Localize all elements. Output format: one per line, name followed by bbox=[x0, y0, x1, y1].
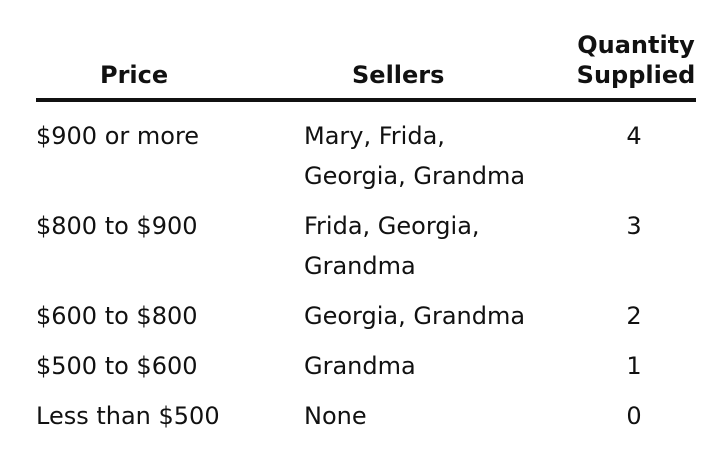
price-cell: $800 to $900 bbox=[36, 212, 198, 240]
quantity-header-line-2: Supplied bbox=[576, 61, 696, 89]
sellers-line: Grandma bbox=[304, 352, 416, 380]
sellers-cell: None bbox=[304, 396, 604, 436]
sellers-line: Mary, Frida, bbox=[304, 122, 445, 150]
quantity-cell: 1 bbox=[626, 352, 642, 380]
table-row: $800 to $900 Frida, Georgia, Grandma 3 bbox=[36, 206, 696, 286]
price-cell: $500 to $600 bbox=[36, 352, 198, 380]
quantity-cell: 3 bbox=[626, 212, 642, 240]
sellers-line: Frida, Georgia, bbox=[304, 212, 480, 240]
quantity-cell: 4 bbox=[626, 122, 642, 150]
price-cell: $600 to $800 bbox=[36, 302, 198, 330]
table-row: $500 to $600 Grandma 1 bbox=[36, 346, 696, 386]
table-body: $900 or more Mary, Frida, Georgia, Grand… bbox=[36, 102, 696, 436]
quantity-column-header: Quantity Supplied bbox=[576, 30, 696, 90]
supply-schedule-table: Price Sellers Quantity Supplied $900 or … bbox=[36, 10, 696, 436]
quantity-cell: 0 bbox=[626, 402, 642, 430]
table-row: $900 or more Mary, Frida, Georgia, Grand… bbox=[36, 116, 696, 196]
quantity-cell: 2 bbox=[626, 302, 642, 330]
sellers-cell: Grandma bbox=[304, 346, 604, 386]
price-column-header: Price bbox=[100, 61, 169, 89]
sellers-line: None bbox=[304, 402, 367, 430]
sellers-line: Grandma bbox=[304, 252, 416, 280]
price-cell: $900 or more bbox=[36, 122, 200, 150]
sellers-cell: Frida, Georgia, Grandma bbox=[304, 206, 604, 286]
sellers-line: Georgia, Grandma bbox=[304, 162, 526, 190]
sellers-column-header: Sellers bbox=[352, 61, 445, 89]
quantity-header-line-1: Quantity bbox=[577, 31, 695, 59]
sellers-cell: Mary, Frida, Georgia, Grandma bbox=[304, 116, 604, 196]
sellers-cell: Georgia, Grandma bbox=[304, 296, 604, 336]
table-row: Less than $500 None 0 bbox=[36, 396, 696, 436]
sellers-line: Georgia, Grandma bbox=[304, 302, 526, 330]
table-header: Price Sellers Quantity Supplied bbox=[36, 10, 696, 98]
table-row: $600 to $800 Georgia, Grandma 2 bbox=[36, 296, 696, 336]
price-cell: Less than $500 bbox=[36, 402, 220, 430]
header-rule bbox=[36, 98, 696, 102]
